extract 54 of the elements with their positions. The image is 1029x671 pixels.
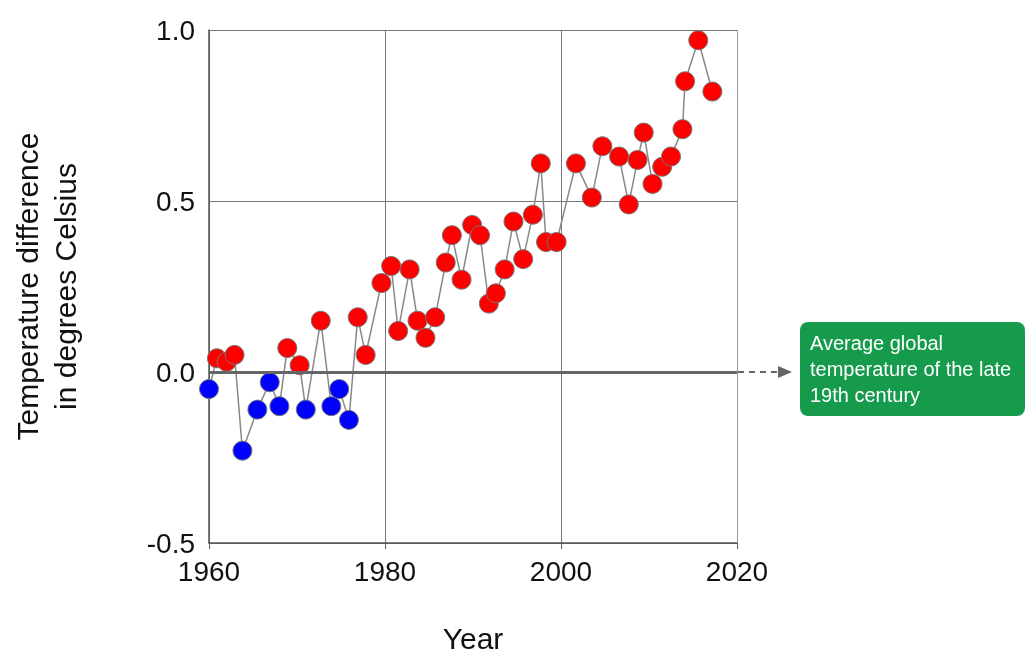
point <box>609 146 630 167</box>
point <box>503 211 524 232</box>
point <box>661 146 681 167</box>
point <box>259 372 280 393</box>
point <box>530 153 551 174</box>
point <box>494 259 515 280</box>
point <box>642 173 663 194</box>
point <box>321 396 342 417</box>
point <box>485 283 506 304</box>
point <box>470 225 491 246</box>
y-axis-title: Temperature difference in degrees Celsius <box>10 132 82 441</box>
point <box>546 232 567 253</box>
point <box>355 344 376 365</box>
point <box>618 194 639 215</box>
point <box>633 122 654 143</box>
point <box>347 307 368 328</box>
point <box>381 255 402 276</box>
point <box>295 399 316 420</box>
point <box>269 396 290 417</box>
y-tick-label: 1.0 <box>156 14 195 46</box>
point <box>415 327 436 348</box>
point <box>513 249 534 270</box>
point <box>338 409 359 430</box>
point <box>451 269 472 290</box>
point <box>441 225 462 246</box>
x-tick-label: 2020 <box>705 555 769 587</box>
x-tick-label: 2000 <box>529 555 593 587</box>
point <box>425 307 446 328</box>
point <box>232 440 253 461</box>
point <box>688 30 709 51</box>
point <box>627 149 648 170</box>
text: Average global temperature of the late 19th century <box>800 322 1025 416</box>
point <box>565 153 586 174</box>
point <box>224 344 245 365</box>
point <box>388 320 409 341</box>
point <box>329 379 350 400</box>
point <box>592 136 613 157</box>
point <box>581 187 602 208</box>
y-tick-label: 0.5 <box>156 185 195 217</box>
point <box>310 310 331 331</box>
point <box>672 119 693 140</box>
y-tick-label: 0.0 <box>156 356 195 388</box>
point <box>199 379 219 400</box>
point <box>522 204 543 225</box>
point <box>407 310 428 331</box>
point <box>435 252 456 273</box>
x-tick-label: 1980 <box>353 555 417 587</box>
point <box>247 399 268 420</box>
point <box>277 338 298 359</box>
point <box>371 273 392 294</box>
point <box>399 259 420 280</box>
x-axis-title: Year <box>442 621 504 655</box>
point <box>702 81 723 102</box>
point <box>675 71 696 92</box>
